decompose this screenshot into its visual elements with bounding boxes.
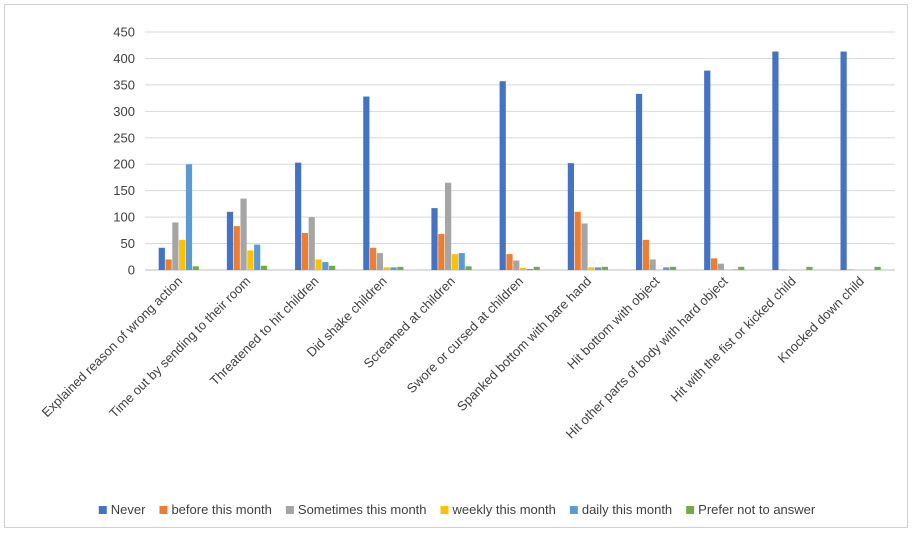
- bar: [315, 259, 322, 270]
- category-label: Time out by sending to their room: [106, 274, 253, 421]
- bar: [499, 81, 506, 270]
- legend-entry: weekly this month: [452, 502, 556, 517]
- legend-entry: Prefer not to answer: [698, 502, 816, 517]
- category-label: Spanked bottom with bare hand: [454, 274, 594, 414]
- legend: Never before this month Sometimes this mon…: [98, 502, 816, 517]
- y-tick-label: 50: [121, 236, 135, 251]
- bar: [588, 267, 595, 270]
- bar: [329, 265, 336, 270]
- legend-entry: Never: [111, 502, 146, 517]
- bar: [233, 226, 240, 270]
- y-axis-ticks: 0 50 100 150 200 250 300 350 400 450: [113, 25, 135, 278]
- bar: [717, 263, 724, 270]
- bar: [172, 222, 179, 270]
- y-tick-label: 450: [113, 25, 135, 40]
- bar: [438, 234, 445, 270]
- legend-entry: before this month: [171, 502, 271, 517]
- bar: [738, 266, 745, 270]
- bar: [158, 247, 165, 270]
- legend-swatch: [686, 506, 695, 514]
- bar: [601, 266, 608, 270]
- legend-swatch: [440, 506, 449, 514]
- bar: [397, 266, 404, 270]
- bar: [179, 239, 186, 270]
- bar: [451, 254, 459, 270]
- y-tick-label: 200: [113, 157, 135, 172]
- bar: [445, 182, 452, 270]
- y-tick-label: 250: [113, 130, 135, 145]
- bar: [649, 259, 656, 270]
- bar: [847, 269, 854, 270]
- bar: [390, 267, 397, 270]
- chart-frame: 0 50 100 150 200 250 300 350 400 450 Explained re…: [4, 4, 908, 528]
- bar-chart: 0 50 100 150 200 250 300 350 400 450 Explained re…: [39, 25, 895, 517]
- y-tick-label: 0: [128, 263, 135, 278]
- bar: [724, 269, 731, 270]
- bar: [642, 239, 649, 270]
- bar: [526, 268, 533, 270]
- legend-entry: daily this month: [582, 502, 672, 517]
- bar: [567, 163, 574, 270]
- bar: [240, 198, 247, 270]
- bar: [383, 267, 390, 270]
- bar: [663, 267, 670, 270]
- category-label: Swore or cursed at children: [404, 274, 527, 397]
- y-tick-label: 300: [113, 104, 135, 119]
- bar: [192, 266, 199, 270]
- bar: [581, 223, 588, 270]
- legend-entry: Sometimes this month: [298, 502, 427, 517]
- bar: [260, 265, 268, 270]
- y-tick-label: 400: [113, 51, 135, 66]
- bar: [840, 51, 847, 270]
- bar: [520, 267, 527, 270]
- bar: [806, 266, 813, 270]
- y-tick-label: 350: [113, 77, 135, 92]
- bar: [295, 162, 302, 270]
- bar: [458, 253, 465, 270]
- bar: [594, 267, 602, 270]
- bar: [465, 266, 472, 270]
- bar: [165, 259, 172, 270]
- bar: [431, 208, 438, 270]
- bar: [574, 211, 581, 270]
- legend-swatch: [159, 506, 168, 514]
- gridlines: [145, 31, 895, 271]
- bar: [731, 269, 738, 270]
- bar: [874, 266, 881, 270]
- bar: [669, 266, 677, 270]
- bar: [710, 258, 718, 270]
- bar: [704, 70, 711, 270]
- legend-swatch: [98, 506, 107, 514]
- bar: [772, 51, 779, 270]
- category-label: Threatened to hit children: [207, 274, 322, 389]
- bar: [533, 266, 540, 270]
- bar: [322, 262, 329, 270]
- category-label: Explained reason of wrong action: [39, 274, 186, 421]
- legend-swatch: [285, 506, 294, 514]
- bar: [301, 232, 309, 270]
- bar: [254, 244, 261, 270]
- bar: [376, 253, 384, 270]
- bar: [308, 217, 315, 270]
- bar: [363, 96, 370, 270]
- bar: [513, 260, 520, 270]
- bar: [370, 247, 377, 270]
- bars: [158, 51, 881, 270]
- bar: [779, 269, 786, 270]
- bar: [506, 254, 513, 270]
- bar: [185, 164, 193, 270]
- bar: [656, 269, 663, 270]
- legend-swatch: [569, 506, 578, 514]
- category-label: Hit with the fist or kicked child: [668, 274, 799, 405]
- y-tick-label: 150: [113, 183, 135, 198]
- bar: [635, 93, 643, 270]
- bar: [226, 211, 234, 270]
- bar: [247, 250, 254, 270]
- y-tick-label: 100: [113, 210, 135, 225]
